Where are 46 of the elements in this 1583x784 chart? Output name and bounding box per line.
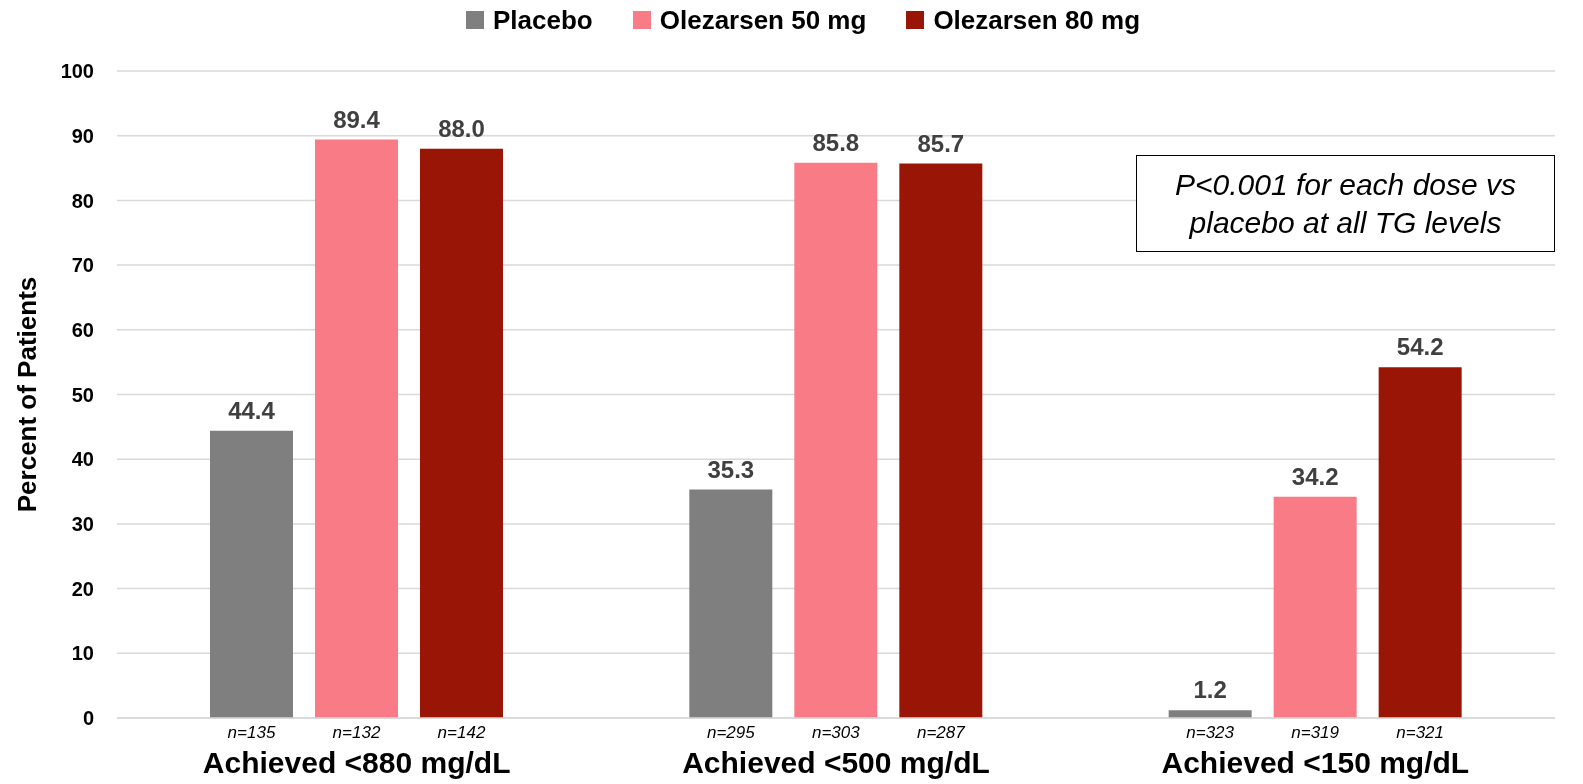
text: n=321 — [1396, 723, 1445, 742]
y-tick-label: 10 — [71, 642, 94, 665]
text: n=132 — [332, 723, 381, 742]
y-tick-label: 60 — [71, 318, 94, 341]
data-label: 54.2 — [1396, 333, 1444, 361]
text: n=287 — [916, 723, 966, 742]
x-tick-label: Achieved <880 mg/dL — [202, 746, 511, 779]
y-tick-label: 80 — [71, 189, 94, 212]
data-label: 85.8 — [812, 128, 860, 156]
bar — [209, 430, 293, 718]
data-label: 35.3 — [707, 455, 755, 483]
text: n=142 — [437, 723, 486, 742]
y-tick-label: 20 — [71, 577, 94, 600]
data-label: 1.2 — [1193, 676, 1227, 704]
bar — [794, 162, 878, 718]
bar — [314, 139, 398, 718]
text: n=295 — [706, 723, 756, 742]
data-label: 88.0 — [438, 114, 485, 142]
x-tick-label: Achieved <500 mg/dL — [682, 746, 990, 779]
y-tick-label: 50 — [71, 383, 94, 406]
data-label: 34.2 — [1291, 462, 1339, 490]
y-tick-label: 40 — [71, 448, 94, 471]
bar — [1378, 367, 1462, 718]
annotation: P<0.001 for each dose vs placebo at all TG levels — [1173, 166, 1518, 241]
data-label: 44.4 — [228, 396, 276, 424]
bar — [899, 163, 983, 718]
text: n=135 — [227, 723, 276, 742]
y-tick-label: 70 — [71, 254, 94, 277]
y-tick-label: 100 — [60, 60, 94, 83]
text: n=323 — [1186, 723, 1235, 742]
y-tick-label: 0 — [82, 707, 94, 730]
text: n=303 — [811, 723, 861, 742]
legend-label: Olezarsen 80 mg — [933, 5, 1141, 35]
data-label: 85.7 — [917, 129, 965, 157]
legend-label: Olezarsen 50 mg — [659, 5, 867, 35]
legend-label: Placebo — [493, 5, 593, 35]
data-label: 89.4 — [333, 105, 381, 133]
bar — [689, 489, 773, 718]
y-tick-label: 30 — [71, 513, 94, 535]
text: n=319 — [1291, 723, 1340, 742]
bar — [1168, 710, 1252, 718]
y-tick-label: 90 — [71, 124, 94, 147]
bar — [419, 148, 503, 718]
bar — [1273, 496, 1357, 718]
y-axis-title: Percent of Patients — [12, 276, 42, 513]
x-tick-label: Achieved <150 mg/dL — [1161, 746, 1470, 779]
